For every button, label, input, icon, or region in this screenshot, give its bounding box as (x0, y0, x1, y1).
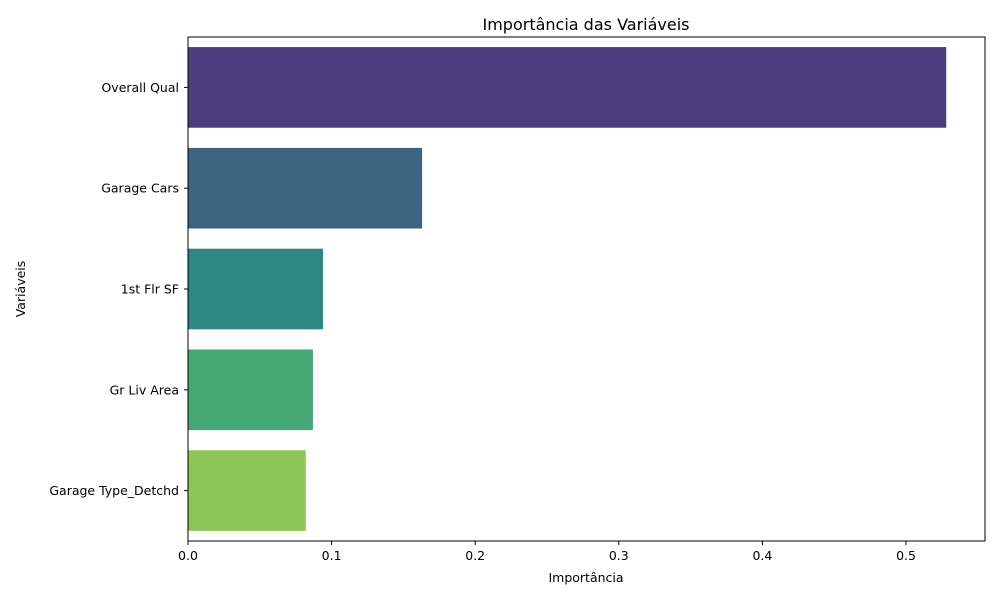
bar-gr-liv-area (188, 349, 313, 431)
x-tick-label: 0.4 (752, 548, 772, 563)
ticks-layer: Overall Qual Garage Cars 1st Flr SF Gr Liv … (49, 80, 916, 563)
x-tick-label: 0.3 (609, 548, 629, 563)
x-tick-label: 0.0 (178, 548, 198, 563)
y-axis-label: Variáveis (13, 261, 28, 318)
bars-layer (188, 47, 947, 531)
x-axis-label: Importância (548, 570, 623, 585)
bar-1st-flr-sf (188, 248, 323, 330)
x-tick-label: 0.1 (322, 548, 342, 563)
y-tick-label: Garage Type_Detchd (49, 483, 179, 498)
y-tick-label: Garage Cars (101, 181, 179, 196)
bar-garage-type-detchd (188, 450, 306, 531)
plot-frame (187, 36, 986, 542)
y-tick-label: 1st Flr SF (121, 282, 179, 297)
x-tick-label: 0.2 (465, 548, 485, 563)
bar-garage-cars (188, 147, 423, 229)
x-tick-label: 0.5 (896, 548, 916, 563)
chart-title: Importância das Variáveis (483, 15, 690, 34)
bar-overall-qual (188, 47, 947, 128)
y-tick-label: Gr Liv Area (110, 382, 179, 397)
y-tick-label: Overall Qual (101, 80, 179, 95)
